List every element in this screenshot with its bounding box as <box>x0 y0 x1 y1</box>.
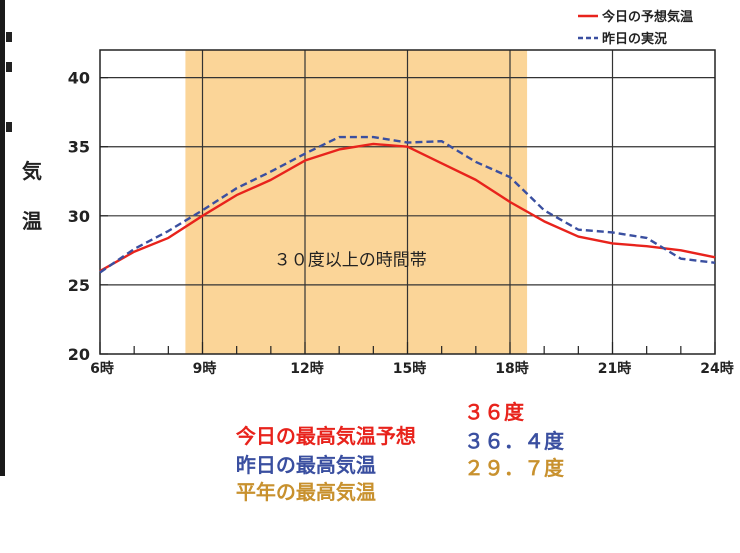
summary-label: 昨日の最高気温 <box>235 453 376 477</box>
summary-value: ３６度 <box>464 400 524 424</box>
temperature-chart: ３０度以上の時間帯 6時 9時 12時 15時 18時 21時 24時 20 25 30 35 40 気温… <box>22 9 734 377</box>
y-tick-label: 20 <box>68 345 90 364</box>
x-tick-label: 9時 <box>193 360 217 377</box>
edge-mark <box>6 32 12 42</box>
y-tick-label: 35 <box>68 138 90 157</box>
x-tick-label: 21時 <box>598 360 631 377</box>
edge-mark <box>6 62 12 72</box>
series-line-2 <box>99 135 716 274</box>
highlight-band <box>185 50 528 354</box>
y-tick-label: 30 <box>68 207 90 226</box>
x-tick-label: 15時 <box>393 360 426 377</box>
x-tick-label: 24時 <box>700 360 733 377</box>
highlight-band-label: ３０度以上の時間帯 <box>274 251 427 271</box>
summary-row-today: 今日の最高気温予想 ３６度 <box>208 396 524 497</box>
legend-label: 今日の予想気温 <box>601 9 693 25</box>
y-tick-label: 25 <box>68 276 90 295</box>
y-axis-label: 温 <box>22 209 42 233</box>
summary-row-normal: 平年の最高気温 ２９．７度 <box>208 452 564 553</box>
y-tick-label: 40 <box>68 69 90 88</box>
y-axis-label: 気 <box>22 159 42 183</box>
x-tick-label: 18時 <box>495 360 528 377</box>
legend-label: 昨日の実況 <box>602 31 667 47</box>
x-tick-label: 6時 <box>90 360 114 377</box>
summary-label: 平年の最高気温 <box>235 480 376 504</box>
chart-frame: ３０度以上の時間帯 6時 9時 12時 15時 18時 21時 24時 20 25 30 35 40 気温… <box>0 0 734 504</box>
summary-label: 今日の最高気温予想 <box>235 424 416 448</box>
edge-mark <box>6 122 12 132</box>
summary-value: ２９．７度 <box>464 456 564 480</box>
left-border <box>0 0 5 476</box>
summary-value: ３６．４度 <box>464 429 564 453</box>
series-line-1 <box>99 142 716 273</box>
x-tick-label: 12時 <box>290 360 323 377</box>
summary-row-yesterday: 昨日の最高気温 ３６．４度 <box>208 425 564 526</box>
